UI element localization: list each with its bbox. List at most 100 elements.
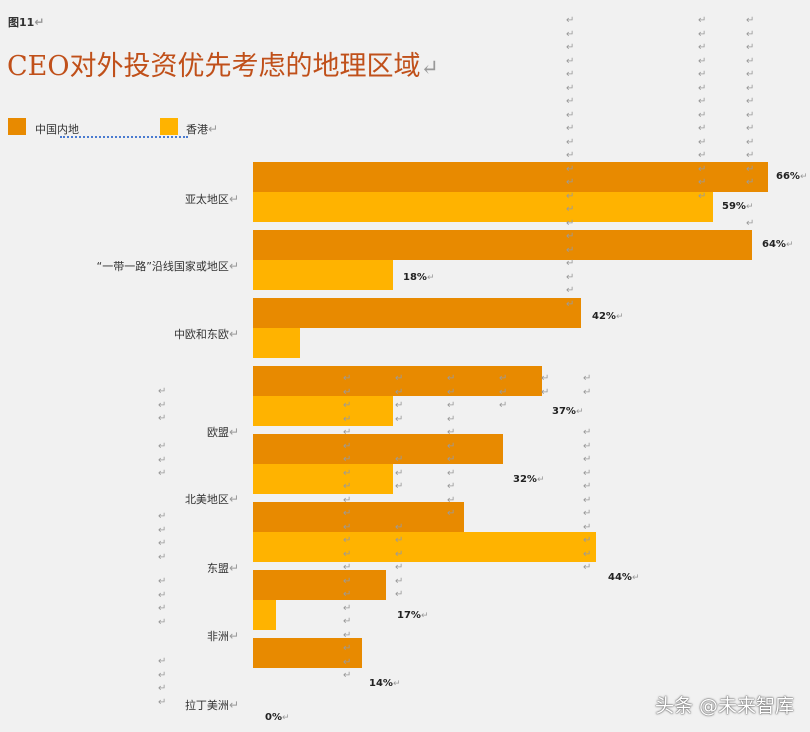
paragraph-mark: ↵ [34, 15, 45, 29]
paragraph-mark: ↵ [566, 109, 575, 121]
paragraph-mark: ↵ [208, 122, 219, 136]
paragraph-mark: ↵ [158, 589, 167, 601]
paragraph-mark: ↵ [583, 562, 592, 573]
figure-label-text: 图11 [8, 16, 35, 29]
paragraph-mark: ↵ [698, 55, 707, 67]
data-label-text: 37% [552, 406, 576, 417]
paragraph-mark: ↵ [566, 150, 575, 161]
paragraph-mark: ↵ [395, 562, 404, 573]
paragraph-mark: ↵ [420, 56, 439, 81]
paragraph-mark: ↵ [566, 42, 575, 53]
paragraph-mark: ↵ [566, 244, 575, 256]
category-label-text: 欧盟 [206, 426, 229, 439]
data-label: 17%↵ [397, 610, 428, 621]
paragraph-mark: ↵ [447, 440, 456, 452]
data-label-text: 42% [592, 311, 616, 322]
paragraph-mark: ↵ [343, 494, 352, 506]
paragraph-mark: ↵ [566, 96, 575, 107]
paragraph-mark: ↵ [343, 602, 352, 614]
data-label-text: 14% [369, 678, 393, 689]
paragraph-mark: ↵ [447, 481, 456, 492]
bar-hongkong [253, 328, 300, 358]
paragraph-mark: ↵ [746, 150, 755, 161]
paragraph-mark: ↵ [447, 373, 456, 384]
paragraph-mark: ↵ [447, 386, 456, 398]
data-label-text: 59% [722, 201, 746, 212]
paragraph-mark: ↵ [343, 427, 352, 438]
data-label: 59%↵ [722, 201, 753, 212]
paragraph-mark: ↵ [698, 109, 707, 121]
paragraph-mark: ↵ [583, 467, 592, 479]
paragraph-mark: ↵ [158, 616, 167, 628]
paragraph-mark: ↵ [785, 240, 794, 250]
data-label-text: 32% [513, 474, 537, 485]
bar-hongkong [253, 464, 394, 494]
paragraph-mark: ↵ [583, 521, 592, 533]
paragraph-mark: ↵ [343, 562, 352, 573]
paragraph-mark: ↵ [426, 273, 435, 283]
paragraph-mark: ↵ [343, 373, 352, 384]
paragraph-mark: ↵ [281, 713, 290, 723]
paragraph-mark: ↵ [631, 573, 640, 583]
category-label: “一带一路”沿线国家或地区↵ [97, 258, 239, 274]
paragraph-mark: ↵ [566, 285, 575, 296]
paragraph-mark: ↵ [395, 400, 404, 411]
category-label: 拉丁美洲↵ [185, 697, 239, 713]
paragraph-mark: ↵ [343, 616, 352, 627]
paragraph-mark: ↵ [343, 413, 352, 425]
category-label: 亚太地区↵ [185, 191, 239, 207]
paragraph-mark: ↵ [228, 327, 239, 341]
paragraph-mark: ↵ [698, 163, 707, 175]
paragraph-mark: ↵ [746, 109, 755, 121]
paragraph-mark: ↵ [158, 511, 167, 522]
paragraph-mark: ↵ [158, 683, 167, 694]
paragraph-mark: ↵ [746, 28, 755, 40]
paragraph-mark: ↵ [583, 373, 592, 384]
paragraph-mark: ↵ [158, 399, 167, 411]
paragraph-mark: ↵ [447, 413, 456, 425]
data-label: 14%↵ [369, 678, 400, 689]
paragraph-mark: ↵ [698, 82, 707, 94]
paragraph-mark: ↵ [698, 177, 707, 188]
paragraph-mark: ↵ [395, 454, 404, 465]
paragraph-mark: ↵ [575, 407, 584, 417]
paragraph-mark: ↵ [583, 440, 592, 452]
paragraph-mark: ↵ [566, 15, 575, 26]
category-label: 北美地区↵ [185, 491, 239, 507]
paragraph-mark: ↵ [799, 172, 808, 182]
paragraph-mark: ↵ [395, 521, 404, 533]
paragraph-mark: ↵ [746, 136, 755, 148]
data-label: 44%↵ [608, 572, 639, 583]
category-label-text: 中欧和东欧 [173, 328, 229, 341]
data-label: 42%↵ [592, 311, 623, 322]
paragraph-mark: ↵ [566, 231, 575, 242]
paragraph-mark: ↵ [698, 42, 707, 53]
paragraph-mark: ↵ [583, 481, 592, 492]
paragraph-mark: ↵ [420, 611, 429, 621]
paragraph-mark: ↵ [343, 508, 352, 519]
paragraph-mark: ↵ [158, 413, 167, 424]
paragraph-mark: ↵ [228, 492, 239, 506]
paragraph-mark: ↵ [343, 400, 352, 411]
paragraph-mark: ↵ [698, 96, 707, 107]
data-label: 32%↵ [513, 474, 544, 485]
paragraph-mark: ↵ [228, 192, 239, 206]
paragraph-mark: ↵ [566, 190, 575, 202]
paragraph-mark: ↵ [158, 468, 167, 479]
paragraph-mark: ↵ [583, 386, 592, 398]
data-label-text: 18% [403, 272, 427, 283]
bar-hongkong [253, 192, 714, 222]
paragraph-mark: ↵ [566, 123, 575, 134]
paragraph-mark: ↵ [343, 535, 352, 546]
category-label: 中欧和东欧↵ [174, 326, 239, 342]
paragraph-mark: ↵ [746, 217, 755, 229]
bar-hongkong [253, 600, 277, 630]
data-label-text: 44% [608, 572, 632, 583]
watermark: 头条 @未来智库 [654, 695, 794, 717]
paragraph-mark: ↵ [158, 696, 167, 708]
paragraph-mark: ↵ [343, 481, 352, 492]
bar-hongkong [253, 532, 597, 562]
paragraph-mark: ↵ [158, 454, 167, 466]
data-label: 66%↵ [776, 171, 807, 182]
